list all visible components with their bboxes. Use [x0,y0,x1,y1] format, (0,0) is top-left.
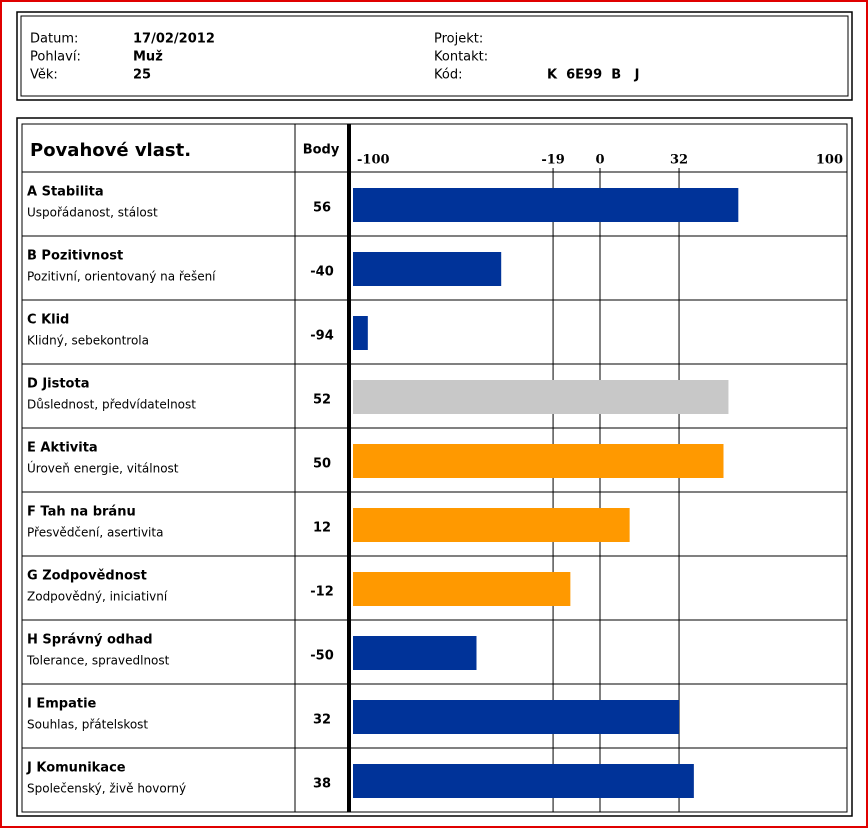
value-label: 56 [313,201,331,216]
bar [353,188,739,222]
bar [353,508,630,542]
category-description: Přesvědčení, asertivita [27,526,163,540]
value-label: 52 [313,393,331,408]
value-label: -40 [310,265,334,280]
field-label: Věk: [30,68,58,83]
category-description: Pozitivní, orientovaný na řešení [27,270,216,284]
value-label: 38 [313,777,331,792]
table-box [16,117,853,817]
chart-title: Povahové vlast. [30,140,191,161]
x-tick-label: 32 [670,153,688,168]
category-description: Společenský, živě hovorný [27,782,186,796]
category-name: J Komunikace [26,761,126,776]
category-name: I Empatie [27,697,97,712]
category-description: Tolerance, spravedlnost [26,654,170,668]
x-tick-label: -19 [541,153,565,168]
x-tick-label: 0 [595,153,604,168]
value-label: 12 [313,521,331,536]
field-value: K 6E99 B J [547,68,640,83]
category-name: H Správný odhad [27,633,153,648]
category-description: Uspořádanost, stálost [27,206,158,220]
category-description: Důslednost, předvídatelnost [27,398,196,412]
field-label: Kontakt: [434,50,488,65]
field-label: Projekt: [434,32,483,47]
category-name: D Jistota [27,377,89,392]
bar [353,316,368,350]
header-box [16,11,853,101]
bar [353,572,571,606]
field-label: Datum: [30,32,78,47]
bar [353,636,477,670]
category-name: G Zodpovědnost [27,569,147,584]
value-header: Body [303,143,340,158]
category-name: E Aktivita [27,441,98,456]
bar [353,700,680,734]
value-label: -50 [310,649,334,664]
field-value: 17/02/2012 [133,32,215,47]
category-name: B Pozitivnost [27,249,123,264]
x-tick-label: 100 [816,153,843,168]
x-tick-label: -100 [357,153,390,168]
field-value: Muž [133,50,163,65]
bar [353,252,502,286]
bar [353,380,729,414]
value-label: -12 [310,585,334,600]
category-description: Souhlas, přátelskost [27,718,148,732]
value-label: 32 [313,713,331,728]
category-name: A Stabilita [27,185,104,200]
category-name: F Tah na bránu [27,505,136,520]
field-label: Kód: [434,68,462,83]
bar [353,444,724,478]
field-value: 25 [133,68,151,83]
category-description: Klidný, sebekontrola [27,334,149,348]
table-frame [21,123,848,813]
category-description: Zodpovědný, iniciativní [27,590,168,604]
category-description: Úroveň energie, vitálnost [27,461,179,476]
header-box-inner [20,15,849,97]
category-name: C Klid [27,313,69,328]
bar [353,764,694,798]
value-label: -94 [310,329,334,344]
field-label: Pohlaví: [30,50,81,65]
value-label: 50 [313,457,331,472]
